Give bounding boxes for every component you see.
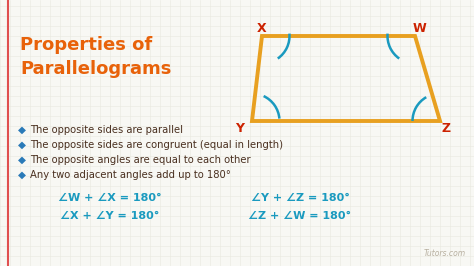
Text: Tutors.com: Tutors.com bbox=[424, 249, 466, 258]
Text: Properties of: Properties of bbox=[20, 36, 152, 54]
Text: ∠Y + ∠Z = 180°: ∠Y + ∠Z = 180° bbox=[251, 193, 349, 203]
Text: ∠W + ∠X = 180°: ∠W + ∠X = 180° bbox=[58, 193, 162, 203]
Text: ◆: ◆ bbox=[18, 125, 26, 135]
Text: ◆: ◆ bbox=[18, 155, 26, 165]
Text: ◆: ◆ bbox=[18, 170, 26, 180]
Text: Y: Y bbox=[236, 122, 245, 135]
Text: Any two adjacent angles add up to 180°: Any two adjacent angles add up to 180° bbox=[30, 170, 231, 180]
Text: The opposite angles are equal to each other: The opposite angles are equal to each ot… bbox=[30, 155, 251, 165]
Text: The opposite sides are parallel: The opposite sides are parallel bbox=[30, 125, 183, 135]
Text: ∠X + ∠Y = 180°: ∠X + ∠Y = 180° bbox=[60, 211, 160, 221]
Text: X: X bbox=[257, 22, 267, 35]
Text: ∠Z + ∠W = 180°: ∠Z + ∠W = 180° bbox=[248, 211, 352, 221]
Text: W: W bbox=[413, 22, 427, 35]
Text: ◆: ◆ bbox=[18, 140, 26, 150]
Text: The opposite sides are congruent (equal in length): The opposite sides are congruent (equal … bbox=[30, 140, 283, 150]
Text: Z: Z bbox=[441, 122, 451, 135]
Text: Parallelograms: Parallelograms bbox=[20, 60, 172, 78]
